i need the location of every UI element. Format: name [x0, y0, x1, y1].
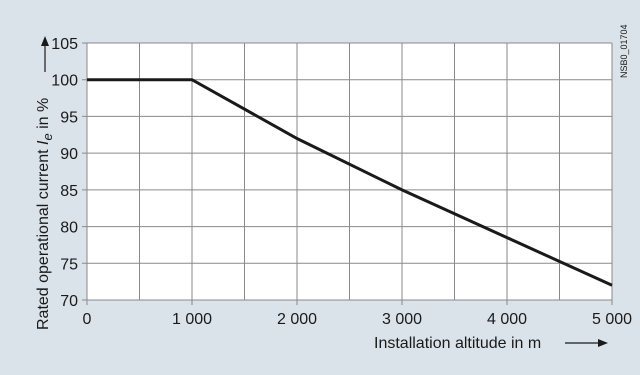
- tick-labels: 0 1 000 2 000 3 000 4 000 5 000 70 75 80 85 90 95 10…: [51, 36, 632, 328]
- y-tick-label: 95: [60, 109, 78, 126]
- x-tick-label: 5 000: [592, 311, 632, 328]
- x-axis-title: Installation altitude in m: [374, 335, 541, 352]
- y-axis-title-subscript: e: [40, 133, 55, 140]
- x-tick-label: 4 000: [487, 311, 527, 328]
- y-tick-label: 85: [60, 183, 78, 200]
- grid: [82, 42, 613, 305]
- y-tick-label: 75: [60, 256, 78, 273]
- y-axis-arrowhead: [41, 36, 49, 46]
- y-axis-title: Rated operational current Ie in %: [35, 98, 55, 330]
- x-tick-label: 0: [83, 311, 92, 328]
- y-axis-title-prefix: Rated operational current: [35, 145, 52, 330]
- x-tick-label: 1 000: [172, 311, 212, 328]
- y-tick-label: 90: [60, 146, 78, 163]
- series-layer: [87, 78, 613, 287]
- y-tick-label: 105: [51, 36, 78, 53]
- y-tick-label: 70: [60, 293, 78, 310]
- x-tick-label: 3 000: [382, 311, 422, 328]
- y-tick-label: 100: [51, 73, 78, 90]
- series-line: [87, 78, 613, 287]
- x-tick-label: 2 000: [277, 311, 317, 328]
- document-code: NSB0_01704: [619, 24, 629, 78]
- x-axis-arrowhead: [598, 339, 608, 347]
- y-axis-title-suffix: in %: [35, 98, 52, 134]
- y-tick-label: 80: [60, 220, 78, 237]
- y-axis-title-symbol: I: [35, 140, 52, 145]
